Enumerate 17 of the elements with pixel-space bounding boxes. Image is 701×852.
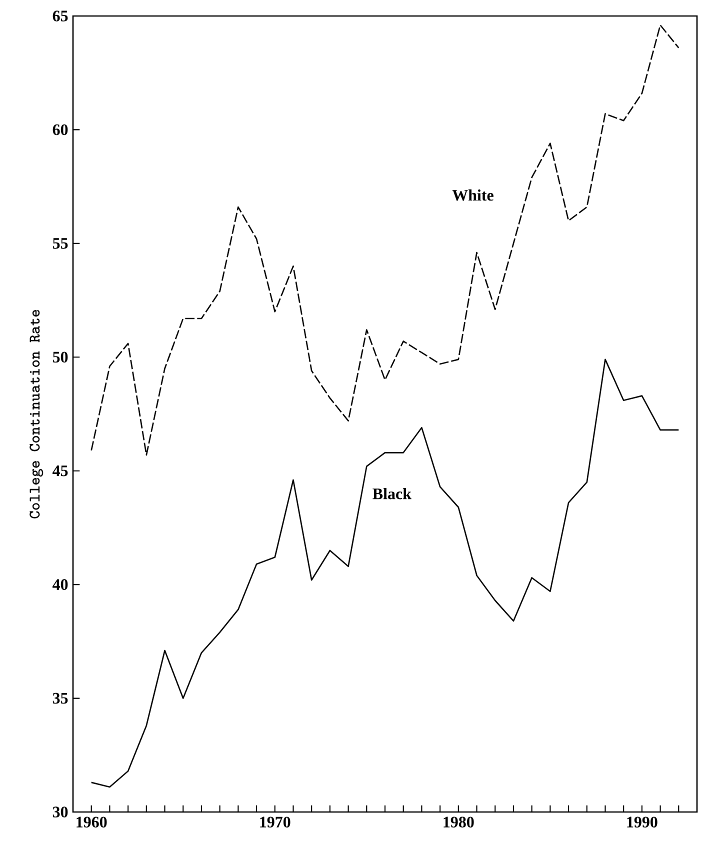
x-tick-label: 1960	[76, 816, 107, 828]
series-label: Black	[372, 488, 412, 500]
y-tick-label: 55	[52, 238, 68, 249]
y-tick-label: 45	[52, 466, 68, 476]
y-axis-title: College Continuation Rate	[30, 310, 44, 518]
line-series	[90, 24, 680, 456]
y-tick-label: 30	[52, 806, 68, 818]
line-series	[90, 358, 680, 788]
x-tick-label: 1980	[444, 816, 474, 828]
y-tick-label: 65	[52, 10, 68, 22]
y-tick-label: 50	[52, 352, 68, 363]
x-tick-label: 1970	[260, 816, 290, 828]
y-tick-label: 60	[52, 124, 68, 136]
series-label: White	[452, 189, 494, 201]
y-tick-label: 40	[52, 579, 68, 590]
y-tick-label: 35	[52, 692, 68, 704]
x-tick-label: 1990	[627, 816, 658, 828]
